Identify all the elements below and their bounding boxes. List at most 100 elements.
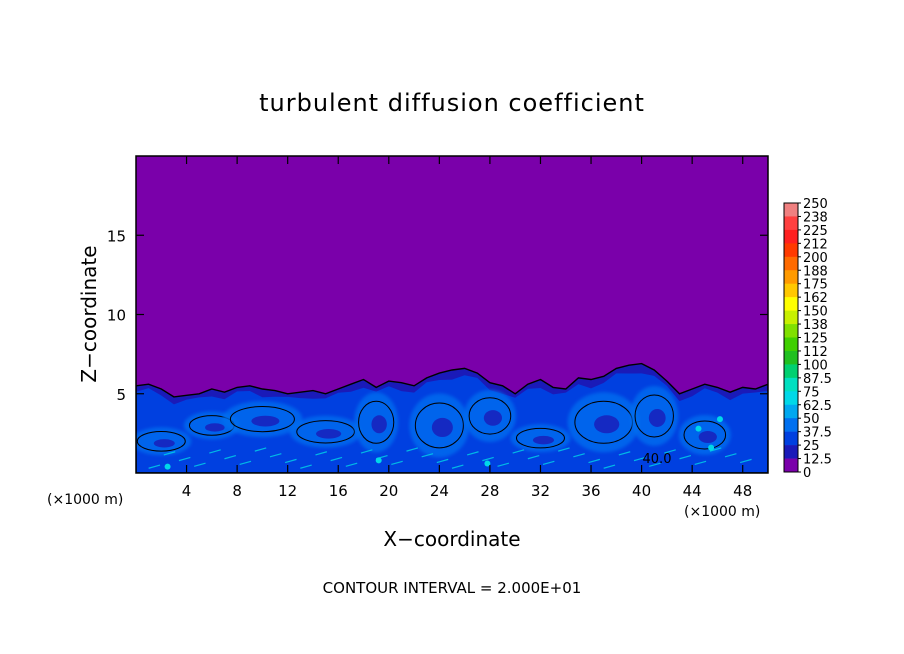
eddy-core (431, 417, 453, 438)
colorbar-label: 188 (803, 264, 828, 279)
colorbar-label: 112 (803, 345, 828, 360)
x-tick-label: 48 (733, 482, 752, 500)
eddy-core (205, 423, 225, 432)
eddy-contour (229, 406, 295, 433)
x-tick-label: 40 (632, 482, 651, 500)
surface-streak (269, 453, 282, 458)
peak-spot (164, 463, 171, 470)
surface-streak (482, 456, 494, 462)
surface-streak (254, 447, 267, 452)
surface-streak (239, 460, 252, 466)
surface-streak (224, 454, 237, 460)
x-tick-label: 12 (278, 482, 297, 500)
colorbar-swatch (784, 445, 798, 459)
contour-label: 40.0 (643, 452, 672, 467)
peak-spot (484, 460, 491, 467)
colorbar-swatch (784, 283, 798, 298)
colorbar-swatch (784, 350, 798, 365)
y-tick-label: 15 (107, 227, 126, 245)
eddy-contour (515, 427, 565, 449)
surface-streak (664, 449, 676, 454)
colorbar-label: 162 (803, 291, 828, 306)
colorbar-swatch (784, 431, 798, 446)
x-axis-label: X−coordinate (383, 527, 520, 551)
colorbar-swatch (784, 310, 798, 325)
colorbar-swatch (784, 203, 798, 217)
peak-spot (716, 416, 723, 423)
eddy-contour (296, 420, 355, 444)
x-tick-label: 16 (329, 482, 348, 500)
colorbar-swatch (784, 324, 798, 338)
surface-streak (284, 458, 297, 464)
surface-streak (345, 462, 358, 467)
colorbar-label: 225 (803, 224, 828, 239)
eddy-contour (683, 420, 727, 450)
colorbar-label: 200 (803, 251, 828, 266)
x-tick-label: 20 (379, 482, 398, 500)
colorbar-swatch (784, 337, 798, 352)
x-tick-label: 36 (581, 482, 600, 500)
surface-streak (497, 462, 510, 467)
colorbar-label: 75 (803, 385, 820, 400)
eddy-contour (634, 394, 674, 438)
contour-interval-text: CONTOUR INTERVAL = 2.000E+01 (323, 579, 582, 597)
colorbar-label: 138 (803, 318, 828, 333)
colorbar-label: 212 (803, 237, 828, 252)
turbulence-field (136, 362, 768, 473)
eddy-core (532, 435, 554, 445)
surface-streak (618, 451, 631, 456)
colorbar-label: 100 (803, 358, 828, 373)
y-tick-label: 10 (107, 307, 126, 325)
colorbar-label: 62.5 (803, 399, 832, 414)
colorbar-label: 87.5 (803, 372, 832, 387)
y-axis-ticks: 5 10 15 (107, 227, 768, 404)
surface-streak (558, 447, 570, 452)
y-tick-label: 5 (116, 386, 126, 404)
colorbar-swatch (784, 297, 798, 311)
colorbar-swatch (784, 404, 798, 419)
peak-spot (708, 444, 715, 451)
colorbar-swatch (784, 458, 798, 473)
colorbar-label: 250 (803, 197, 828, 212)
x-tick-label: 8 (232, 482, 242, 500)
x-tick-label: 24 (430, 482, 449, 500)
colorbar-label: 37.5 (803, 426, 832, 441)
surface-streak (512, 449, 525, 454)
peak-spot (375, 457, 382, 464)
surface-streak (178, 456, 191, 462)
surface-streak (724, 453, 737, 458)
surface-streak (649, 462, 661, 467)
colorbar-swatch (784, 270, 798, 284)
surface-streak (542, 460, 555, 466)
eddy-core (251, 415, 280, 427)
surface-streak (451, 464, 464, 469)
peak-spot (695, 425, 702, 432)
surface-streak (315, 451, 328, 456)
x-unit-right: (×1000 m) (684, 504, 760, 520)
colorbar-label: 175 (803, 278, 828, 293)
surface-streak (148, 464, 161, 469)
colorbar-swatch (784, 391, 798, 406)
surface-streak (209, 449, 221, 454)
contour-line-outer (136, 362, 768, 473)
surface-streak (421, 453, 434, 458)
eddy-contour (136, 431, 186, 452)
eddy-core (483, 410, 503, 426)
surface-streak (588, 458, 601, 464)
surface-streak (436, 458, 449, 464)
surface-streak (300, 464, 312, 469)
x-tick-label: 4 (182, 482, 192, 500)
colorbar-label: 25 (803, 439, 820, 454)
x-unit-left: (×1000 m) (47, 492, 123, 508)
eddy-core (153, 439, 175, 448)
surface-streak (360, 449, 373, 454)
colorbar-swatch (784, 243, 798, 258)
y-axis-label: Z−coordinate (77, 245, 101, 382)
colorbar-label: 12.5 (803, 453, 832, 468)
surface-streak (330, 456, 343, 462)
surface-streak (163, 451, 176, 456)
eddy-core (371, 415, 387, 434)
eddy-contour (468, 397, 512, 435)
eddy-contour (414, 402, 464, 449)
